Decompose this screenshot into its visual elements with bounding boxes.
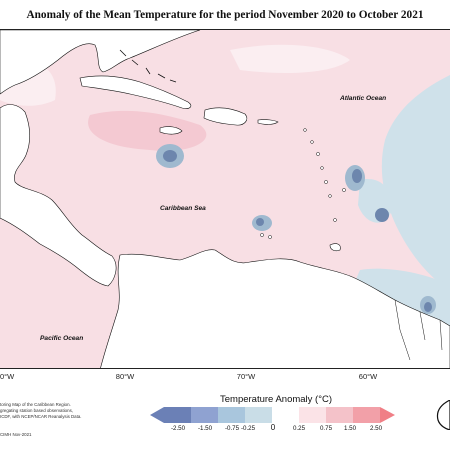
island [320, 166, 324, 170]
longitude-label-70w: 70°W [236, 372, 256, 381]
legend-swatch [299, 407, 326, 423]
land-hispaniola [203, 107, 248, 126]
island [342, 188, 346, 192]
legend-tick: 1.50 [343, 425, 357, 432]
land-puerto-rico [257, 119, 279, 125]
atlantic-ocean-label: Atlantic Ocean [339, 95, 386, 102]
legend-tick: -2.50 [170, 425, 186, 432]
legend-swatch [218, 407, 245, 423]
cool-core [256, 218, 264, 226]
map-canvas: Atlantic Ocean Caribbean Sea Pacific Oce… [0, 30, 450, 368]
island [328, 194, 332, 198]
legend-tick: 2.50 [369, 425, 383, 432]
legend-tick: 0.75 [319, 425, 333, 432]
legend-swatch [150, 407, 164, 423]
cool-core [163, 150, 177, 162]
copyright-text: CIMH Nov-2021 [0, 432, 32, 437]
island [268, 235, 272, 239]
warm-patch [88, 110, 207, 151]
cool-zone-atlantic [381, 75, 450, 290]
legend-colorbar [150, 407, 395, 423]
land-south-america [100, 249, 450, 368]
legend-swatch [380, 407, 395, 423]
land-trinidad [329, 243, 341, 252]
legend-swatch [191, 407, 218, 423]
island [303, 128, 307, 132]
legend-swatch [353, 407, 380, 423]
legend-tick: 0.25 [292, 425, 306, 432]
island [316, 152, 320, 156]
island [310, 140, 314, 144]
country-borders [394, 299, 443, 361]
legend-swatch [272, 407, 299, 423]
land-cuba [79, 75, 192, 109]
land-bahamas [119, 49, 177, 83]
cool-core [375, 208, 389, 222]
island [324, 180, 328, 184]
land-north-america [0, 30, 201, 95]
cool-core [424, 302, 432, 312]
legend-title: Temperature Anomaly (°C) [220, 394, 333, 405]
pacific-ocean-label: Pacific Ocean [40, 335, 83, 342]
cool-core [352, 169, 362, 183]
map-title: Anomaly of the Mean Temperature for the … [26, 9, 424, 21]
longitude-label-60w: 60°W [358, 372, 378, 381]
legend-tick: -0.75 [224, 425, 240, 432]
credits-text: toring Map of the Caribbean Region. greg… [0, 402, 150, 419]
credits-line: toring Map of the Caribbean Region. [0, 402, 71, 407]
caribbean-sea-label: Caribbean Sea [160, 205, 206, 212]
legend-swatch [326, 407, 353, 423]
land-jamaica [159, 126, 183, 135]
agency-logo [436, 400, 450, 430]
credits-line: gregating station based observations, [0, 407, 73, 413]
island [260, 233, 264, 237]
anomaly-map: Atlantic Ocean Caribbean Sea Pacific Oce… [0, 29, 450, 369]
land-central-america [0, 104, 117, 287]
legend-tick: 0 [270, 423, 276, 432]
legend-tick: -0.25 [240, 425, 256, 432]
credits-line: ICDF, with NCEP/NCAR Reanalysis Data. [0, 413, 82, 419]
near-zero-patch [230, 44, 350, 73]
island [333, 218, 337, 222]
legend-tick: -1.50 [197, 425, 213, 432]
longitude-label-90w: 90°W [0, 372, 15, 381]
longitude-label-80w: 80°W [115, 372, 135, 381]
legend-swatch [245, 407, 272, 423]
legend-swatch [164, 407, 191, 423]
